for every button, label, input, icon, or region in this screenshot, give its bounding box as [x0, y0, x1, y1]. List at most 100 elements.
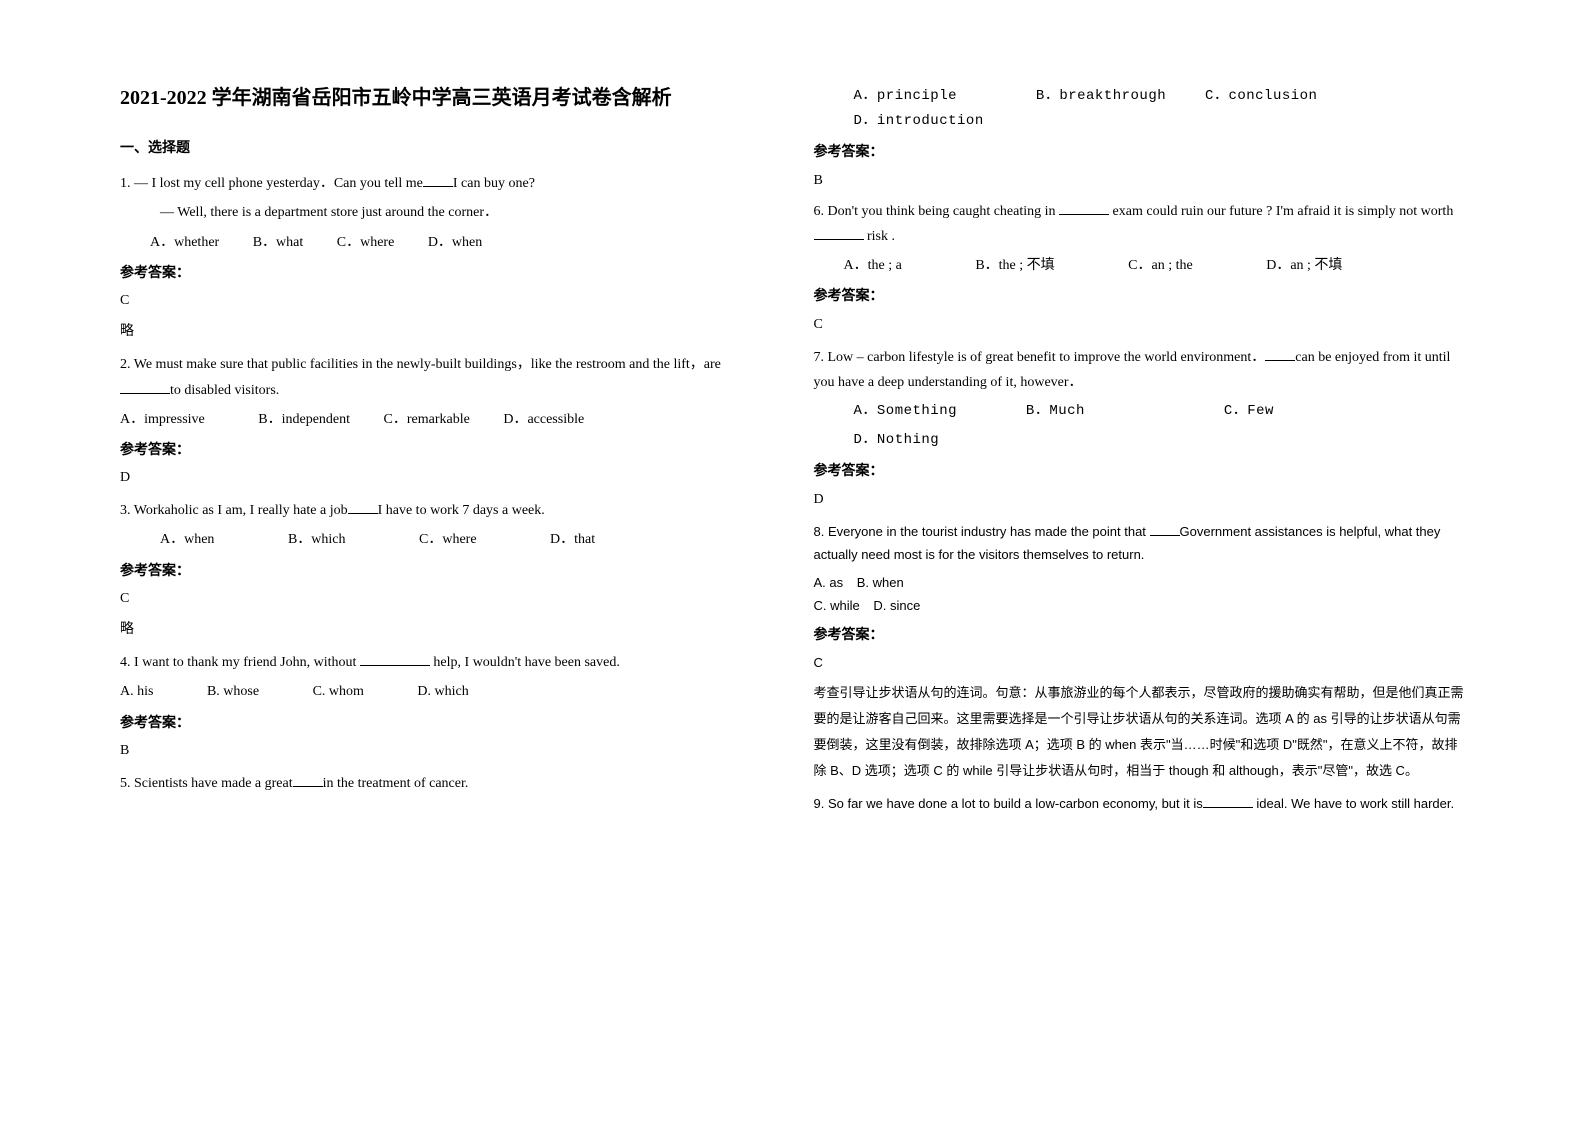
q8-text: 8. Everyone in the tourist industry has …: [814, 520, 1468, 567]
blank: [1265, 347, 1295, 361]
q1-opt-c: C．where: [337, 230, 395, 255]
answer-label: 参考答案：: [814, 459, 1468, 484]
q5-part1: Scientists have made a great: [131, 776, 293, 791]
q1-options: A．whether B．what C．where D．when: [120, 230, 774, 255]
q7-options: A．Something B．Much C．Few: [814, 399, 1468, 424]
answer-label: 参考答案：: [120, 711, 774, 736]
q8-opt-c: C. while: [814, 594, 860, 617]
q9-num: 9.: [814, 796, 825, 811]
q7-opt-d: D．Nothing: [854, 428, 940, 453]
q7-opt-b: B．Much: [1026, 399, 1085, 424]
q7-options2: D．Nothing: [814, 428, 1468, 453]
q6-num: 6.: [814, 204, 825, 219]
q1-num: 1.: [120, 176, 131, 191]
q9-part2: ideal. We have to work still harder.: [1253, 796, 1454, 811]
q6-options: A．the ; a B．the ; 不填 C．an ; the D．an ; 不…: [814, 253, 1468, 278]
q4-opt-a: A. his: [120, 679, 153, 704]
question-9: 9. So far we have done a lot to build a …: [814, 792, 1468, 815]
q9-part1: So far we have done a lot to build a low…: [824, 796, 1202, 811]
q8-explanation: 考查引导让步状语从句的连词。句意：从事旅游业的每个人都表示，尽管政府的援助确实有…: [814, 680, 1468, 784]
q6-part1: Don't you think being caught cheating in: [824, 204, 1059, 219]
q9-text: 9. So far we have done a lot to build a …: [814, 792, 1468, 815]
q1-text: 1. — I lost my cell phone yesterday．Can …: [120, 171, 774, 196]
q4-part2: help, I wouldn't have been saved.: [430, 655, 620, 670]
q1-opt-a: A．whether: [150, 230, 219, 255]
blank: [1059, 201, 1109, 215]
q6-opt-a: A．the ; a: [844, 253, 902, 278]
q3-answer: C: [120, 586, 774, 611]
question-7: 7. Low – carbon lifestyle is of great be…: [814, 345, 1468, 512]
q3-opt-a: A．when: [160, 527, 214, 552]
answer-label: 参考答案：: [120, 261, 774, 286]
q2-opt-c: C．remarkable: [384, 407, 470, 432]
q8-part1: Everyone in the tourist industry has mad…: [824, 524, 1149, 539]
q4-opt-d: D. which: [417, 679, 468, 704]
q5-options: A．principle B．breakthrough C．conclusion …: [814, 84, 1468, 134]
q2-part2: to disabled visitors.: [170, 383, 279, 398]
q4-opt-c: C. whom: [313, 679, 364, 704]
q8-answer: C: [814, 651, 1468, 674]
q2-num: 2.: [120, 357, 131, 372]
q7-answer: D: [814, 487, 1468, 512]
q3-part2: I have to work 7 days a week.: [378, 503, 545, 518]
question-1: 1. — I lost my cell phone yesterday．Can …: [120, 171, 774, 344]
section-title: 一、选择题: [120, 136, 774, 161]
q1-part2: I can buy one?: [453, 176, 535, 191]
question-8: 8. Everyone in the tourist industry has …: [814, 520, 1468, 784]
q6-opt-c: C．an ; the: [1128, 253, 1193, 278]
answer-label: 参考答案：: [814, 140, 1468, 165]
blank: [360, 652, 430, 666]
q6-part3: risk .: [864, 229, 896, 244]
q4-part1: I want to thank my friend John, without: [131, 655, 360, 670]
q6-opt-d: D．an ; 不填: [1266, 253, 1342, 278]
blank: [814, 226, 864, 240]
q1-note: 略: [120, 319, 774, 344]
q6-text: 6. Don't you think being caught cheating…: [814, 199, 1468, 249]
q3-note: 略: [120, 617, 774, 642]
q5-answer: B: [814, 168, 1468, 193]
question-6: 6. Don't you think being caught cheating…: [814, 199, 1468, 337]
q2-text: 2. We must make sure that public facilit…: [120, 352, 774, 402]
answer-label: 参考答案：: [814, 623, 1468, 648]
question-5: 5. Scientists have made a greatin the tr…: [120, 771, 774, 796]
q5-opt-a: A．principle: [854, 84, 958, 109]
q7-text: 7. Low – carbon lifestyle is of great be…: [814, 345, 1468, 395]
q7-part1: Low – carbon lifestyle is of great benef…: [824, 350, 1265, 365]
blank: [423, 173, 453, 187]
q7-num: 7.: [814, 350, 825, 365]
q1-opt-b: B．what: [253, 230, 304, 255]
q4-num: 4.: [120, 655, 131, 670]
q6-part2: exam could ruin our future ? I'm afraid …: [1109, 204, 1453, 219]
q7-opt-c: C．Few: [1224, 399, 1274, 424]
q8-opt-a: A. as: [814, 571, 844, 594]
blank: [1203, 794, 1253, 808]
q8-options-row2: C. while D. since: [814, 594, 1468, 617]
q1-answer: C: [120, 288, 774, 313]
q2-options: A．impressive B．independent C．remarkable …: [120, 407, 774, 432]
q3-opt-d: D．that: [550, 527, 595, 552]
q4-opt-b: B. whose: [207, 679, 259, 704]
q2-opt-b: B．independent: [258, 407, 350, 432]
q2-opt-d: D．accessible: [503, 407, 584, 432]
q7-opt-a: A．Something: [854, 399, 958, 424]
blank: [293, 773, 323, 787]
q5-opt-c: C．conclusion: [1205, 84, 1317, 109]
q4-text: 4. I want to thank my friend John, witho…: [120, 650, 774, 675]
q3-text: 3. Workaholic as I am, I really hate a j…: [120, 498, 774, 523]
blank: [1150, 522, 1180, 536]
blank: [348, 500, 378, 514]
q3-part1: Workaholic as I am, I really hate a job: [131, 503, 348, 518]
q2-opt-a: A．impressive: [120, 407, 205, 432]
q1-text2: — Well, there is a department store just…: [120, 200, 774, 225]
question-3: 3. Workaholic as I am, I really hate a j…: [120, 498, 774, 642]
q4-options: A. his B. whose C. whom D. which: [120, 679, 774, 704]
q5-text: 5. Scientists have made a greatin the tr…: [120, 771, 774, 796]
page-title: 2021-2022 学年湖南省岳阳市五岭中学高三英语月考试卷含解析: [120, 80, 774, 116]
q4-answer: B: [120, 738, 774, 763]
answer-label: 参考答案：: [120, 559, 774, 584]
q6-answer: C: [814, 312, 1468, 337]
left-column: 2021-2022 学年湖南省岳阳市五岭中学高三英语月考试卷含解析 一、选择题 …: [100, 80, 794, 1082]
q6-opt-b: B．the ; 不填: [975, 253, 1054, 278]
q5-part2: in the treatment of cancer.: [323, 776, 469, 791]
q5-opt-b: B．breakthrough: [1036, 84, 1166, 109]
